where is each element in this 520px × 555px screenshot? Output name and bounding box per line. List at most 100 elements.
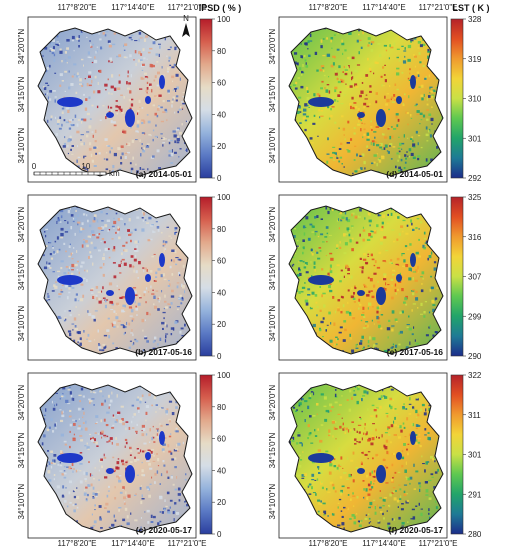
pixel	[174, 140, 177, 144]
pixel	[401, 525, 405, 527]
pixel	[365, 324, 368, 327]
pixel	[420, 313, 424, 315]
pixel	[94, 467, 96, 469]
pixel	[402, 406, 405, 408]
pixel	[90, 255, 93, 259]
pixel	[298, 402, 302, 406]
pixel	[369, 278, 373, 282]
pixel	[328, 234, 332, 236]
pixel	[90, 437, 92, 440]
pixel	[152, 340, 155, 344]
pixel	[318, 108, 320, 112]
pixel	[334, 152, 336, 155]
pixel	[362, 238, 365, 242]
pixel	[335, 438, 337, 440]
pixel	[410, 39, 414, 42]
pixel	[84, 427, 88, 431]
pixel	[124, 156, 127, 159]
pixel	[327, 137, 329, 141]
pixel	[48, 262, 51, 265]
pixel	[378, 436, 380, 439]
pixel	[407, 248, 410, 251]
pixel	[174, 232, 176, 235]
pixel	[162, 460, 165, 463]
pixel	[168, 280, 170, 282]
pixel	[401, 253, 405, 255]
pixel	[117, 458, 120, 460]
pixel	[413, 146, 416, 148]
pixel	[403, 426, 406, 429]
pixel	[429, 516, 431, 520]
scale-label-10: 10	[81, 162, 90, 171]
pixel	[65, 487, 67, 489]
pixel	[112, 416, 116, 418]
pixel	[152, 515, 156, 519]
pixel	[312, 492, 316, 494]
colorbar-tick-b-3: 40	[217, 288, 226, 297]
pixel	[152, 104, 156, 107]
pixel	[99, 517, 102, 521]
panel-c: 34°20'0"N34°15'0"N34°10'0"N(c) 2020-05-1…	[17, 371, 231, 539]
pixel	[350, 428, 352, 432]
colorbar-title-d: LST ( K )	[453, 3, 490, 13]
pixel	[70, 148, 72, 151]
pixel	[376, 306, 380, 310]
pixel	[307, 277, 310, 280]
pixel	[103, 334, 108, 337]
pixel	[164, 248, 167, 250]
pixel	[43, 87, 47, 90]
pixel	[319, 250, 322, 252]
pixel	[383, 444, 386, 448]
pixel	[342, 71, 344, 73]
pixel	[69, 445, 71, 449]
pixel	[302, 260, 305, 263]
pixel	[383, 278, 387, 281]
pixel	[373, 229, 377, 232]
pixel	[432, 308, 436, 312]
pixel	[298, 261, 300, 263]
pixel	[72, 119, 74, 121]
pixel	[343, 527, 345, 530]
pixel	[332, 486, 335, 490]
scale-label-0: 0	[32, 162, 37, 171]
pixel	[417, 438, 421, 440]
pixel	[123, 96, 126, 99]
bottom-coord-5: 117°14'40"E	[362, 539, 405, 548]
pixel	[397, 216, 400, 219]
pixel	[176, 476, 178, 479]
pixel	[398, 166, 401, 169]
pixel	[428, 404, 431, 407]
pixel	[156, 61, 159, 63]
pixel	[302, 121, 306, 124]
pixel	[313, 488, 315, 491]
pixel	[344, 328, 347, 332]
pixel	[431, 476, 434, 478]
pixel	[88, 313, 92, 316]
pixel	[378, 158, 381, 160]
pixel	[79, 463, 83, 465]
pixel	[328, 272, 330, 276]
pixel	[49, 98, 52, 101]
pixel	[307, 48, 309, 50]
pixel	[151, 476, 153, 479]
left-coord-a-2: 34°15'0"N	[17, 77, 26, 113]
left-coord-e-3: 34°10'0"N	[268, 306, 277, 342]
pixel	[366, 238, 371, 241]
pixel	[90, 43, 92, 47]
colorbar-tick-d-0: 328	[468, 15, 482, 24]
pixel	[162, 311, 166, 314]
pixel	[425, 408, 427, 412]
pixel	[296, 239, 299, 242]
pixel	[393, 420, 395, 424]
pixel	[136, 474, 139, 476]
pixel	[301, 55, 303, 59]
pixel	[344, 138, 346, 141]
pixel	[175, 263, 178, 266]
pixel	[136, 245, 138, 249]
pixel	[162, 243, 166, 246]
pixel	[338, 469, 340, 472]
pixel	[378, 159, 382, 163]
pixel	[417, 265, 419, 269]
pixel	[106, 158, 109, 161]
pixel	[64, 220, 67, 222]
